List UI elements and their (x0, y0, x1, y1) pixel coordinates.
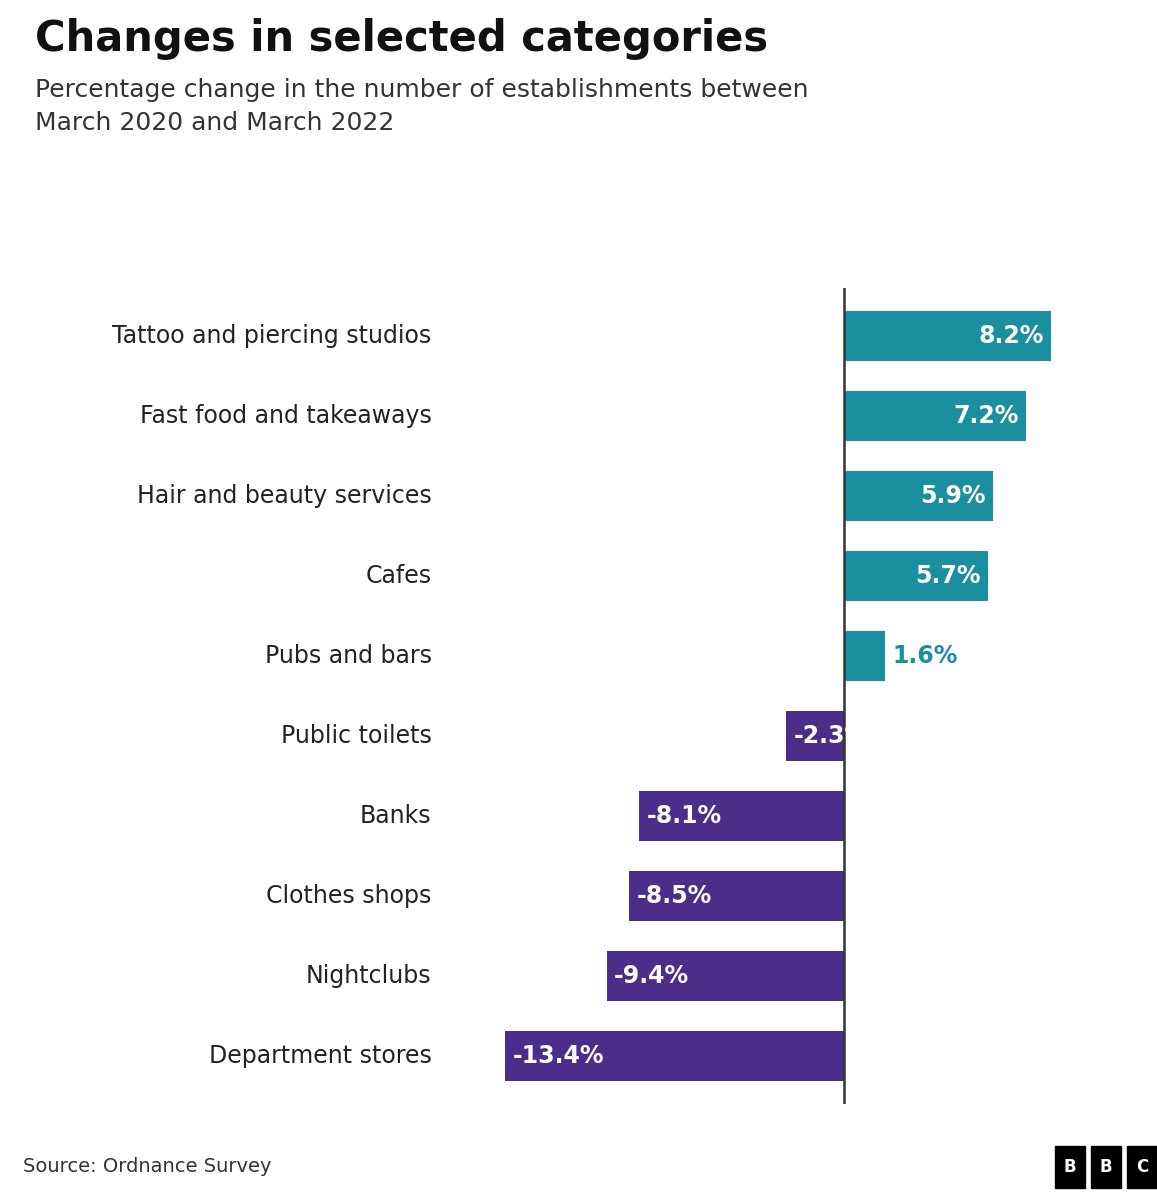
Text: 5.7%: 5.7% (915, 564, 981, 588)
Bar (845, 551, 988, 601)
Text: B: B (1100, 1158, 1112, 1176)
Text: 5.9%: 5.9% (920, 484, 986, 508)
Bar (640, 791, 845, 841)
Text: Clothes shops: Clothes shops (266, 884, 432, 908)
Text: Pubs and bars: Pubs and bars (265, 644, 432, 668)
Bar (606, 952, 845, 1001)
Text: -8.1%: -8.1% (647, 804, 722, 828)
Text: Cafes: Cafes (366, 564, 432, 588)
Text: Source: Ordnance Survey: Source: Ordnance Survey (23, 1158, 272, 1176)
Text: Changes in selected categories: Changes in selected categories (35, 18, 768, 60)
Text: Banks: Banks (360, 804, 432, 828)
FancyBboxPatch shape (1127, 1146, 1157, 1188)
Bar (506, 1031, 845, 1081)
Text: 1.6%: 1.6% (892, 644, 958, 668)
Text: Tattoo and piercing studios: Tattoo and piercing studios (112, 324, 432, 348)
Text: B: B (1064, 1158, 1076, 1176)
Bar (786, 712, 845, 761)
FancyBboxPatch shape (1091, 1146, 1121, 1188)
Bar (845, 631, 885, 680)
Bar (629, 871, 845, 920)
Text: C: C (1136, 1158, 1148, 1176)
Text: Public toilets: Public toilets (281, 724, 432, 748)
Text: Fast food and takeaways: Fast food and takeaways (140, 404, 432, 428)
Text: -9.4%: -9.4% (614, 964, 690, 988)
Text: -8.5%: -8.5% (636, 884, 712, 908)
Text: Percentage change in the number of establishments between
March 2020 and March 2: Percentage change in the number of estab… (35, 78, 809, 134)
Text: Department stores: Department stores (208, 1044, 432, 1068)
Bar (845, 311, 1052, 361)
Text: 7.2%: 7.2% (953, 404, 1018, 428)
Text: -2.3%: -2.3% (794, 724, 869, 748)
Text: Hair and beauty services: Hair and beauty services (137, 484, 432, 508)
Text: Nightclubs: Nightclubs (305, 964, 432, 988)
Bar (845, 472, 994, 521)
Text: -13.4%: -13.4% (513, 1044, 604, 1068)
Text: 8.2%: 8.2% (979, 324, 1044, 348)
FancyBboxPatch shape (1055, 1146, 1085, 1188)
Bar (845, 391, 1026, 440)
